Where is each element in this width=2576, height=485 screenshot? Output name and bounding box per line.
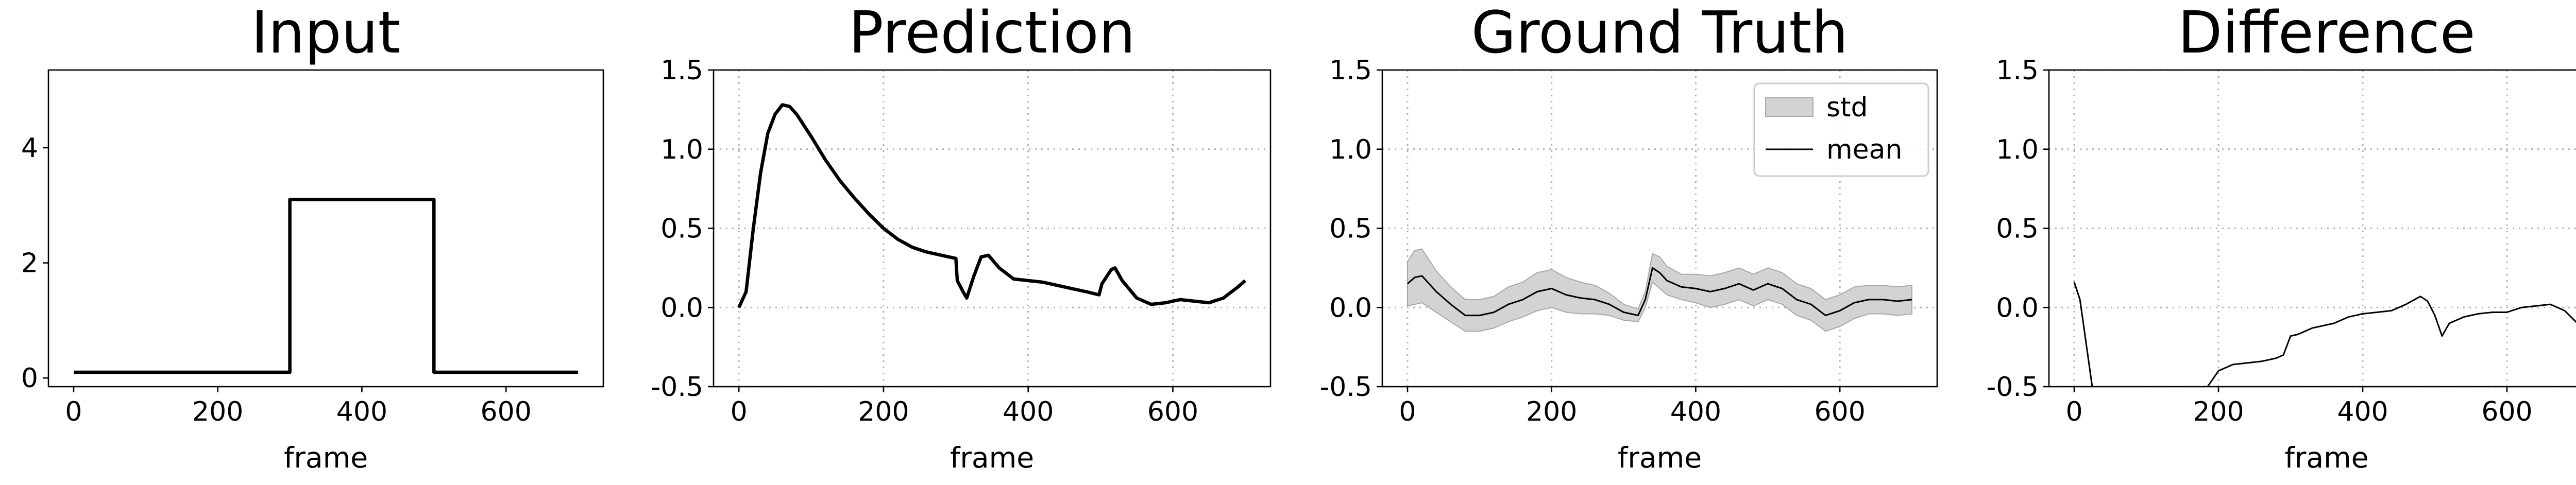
x-tick-label: 200 <box>1526 396 1577 427</box>
y-tick-label: 0.5 <box>1329 214 1372 245</box>
y-tick-label: 1.0 <box>1996 134 2039 165</box>
x-tick-label: 200 <box>858 396 909 427</box>
x-tick-label: 0 <box>1399 396 1416 427</box>
panel: -0.5 0.0 0.5 1.0 1.5 0 200 400 600 Ground Truth fr… <box>1320 0 1938 474</box>
plot-area <box>74 198 578 374</box>
y-tick-label: -0.5 <box>1320 372 1372 403</box>
chart-title: Input <box>251 0 400 66</box>
y-tick-label: 0.5 <box>660 214 703 245</box>
x-tick-label: 400 <box>336 396 387 427</box>
x-tick-label: 0 <box>2065 396 2082 427</box>
data-line <box>74 198 578 374</box>
panel: 0 2 4 0 200 400 600 Input frame <box>21 0 604 474</box>
plot-area <box>2073 282 2576 387</box>
plot-area <box>1407 248 1912 332</box>
x-tick-label: 600 <box>1815 396 1866 427</box>
x-tick-label: 200 <box>2193 396 2244 427</box>
x-axis-label: frame <box>950 441 1034 474</box>
x-axis-label: frame <box>1618 441 1702 474</box>
x-tick-label: 0 <box>731 396 748 427</box>
legend-label: std <box>1826 92 1868 123</box>
y-tick-label: 1.0 <box>1329 134 1372 165</box>
x-tick-label: 0 <box>65 396 82 427</box>
axes-frame <box>713 69 1272 388</box>
y-tick-label: 1.0 <box>660 134 703 165</box>
x-tick-label: 400 <box>1003 396 1054 427</box>
y-tick-label: 0.0 <box>1329 292 1372 323</box>
chart-title: Ground Truth <box>1471 0 1848 66</box>
y-tick-label: -0.5 <box>651 372 703 403</box>
plot-area <box>737 103 1247 308</box>
y-tick-label: -0.5 <box>1987 372 2039 403</box>
mean-line <box>1407 267 1912 317</box>
y-tick-label: 1.5 <box>660 55 703 86</box>
x-tick-label: 400 <box>2337 396 2388 427</box>
axes-frame <box>47 69 604 388</box>
x-axis-label: frame <box>284 441 368 474</box>
x-tick-label: 600 <box>481 396 532 427</box>
y-tick-label: 4 <box>21 133 38 164</box>
x-tick-label: 200 <box>192 396 243 427</box>
legend-label: mean <box>1826 134 1902 165</box>
panel: -0.5 0.0 0.5 1.0 1.5 0 200 400 600 Difference fram… <box>1987 0 2576 474</box>
x-tick-label: 600 <box>2481 396 2532 427</box>
y-tick-label: 0 <box>21 363 38 394</box>
axes-frame <box>2048 69 2576 388</box>
legend-swatch <box>1765 97 1814 117</box>
std-band <box>1407 248 1912 332</box>
y-tick-label: 0.5 <box>1996 214 2039 245</box>
x-tick-label: 600 <box>1147 396 1198 427</box>
y-tick-label: 1.5 <box>1996 55 2039 86</box>
y-tick-label: 0.0 <box>1996 292 2039 323</box>
axes-frame <box>1381 69 1938 388</box>
y-tick-label: 2 <box>21 248 38 279</box>
x-tick-label: 400 <box>1670 396 1721 427</box>
data-line <box>2073 282 2576 387</box>
panel: -0.5 0.0 0.5 1.0 1.5 0 200 400 600 Prediction fram… <box>651 0 1272 474</box>
y-tick-label: 1.5 <box>1329 55 1372 86</box>
x-axis-label: frame <box>2284 441 2368 474</box>
data-line <box>737 103 1247 308</box>
chart-title: Difference <box>2178 0 2475 66</box>
chart-title: Prediction <box>849 0 1135 66</box>
y-tick-label: 0.0 <box>660 292 703 323</box>
